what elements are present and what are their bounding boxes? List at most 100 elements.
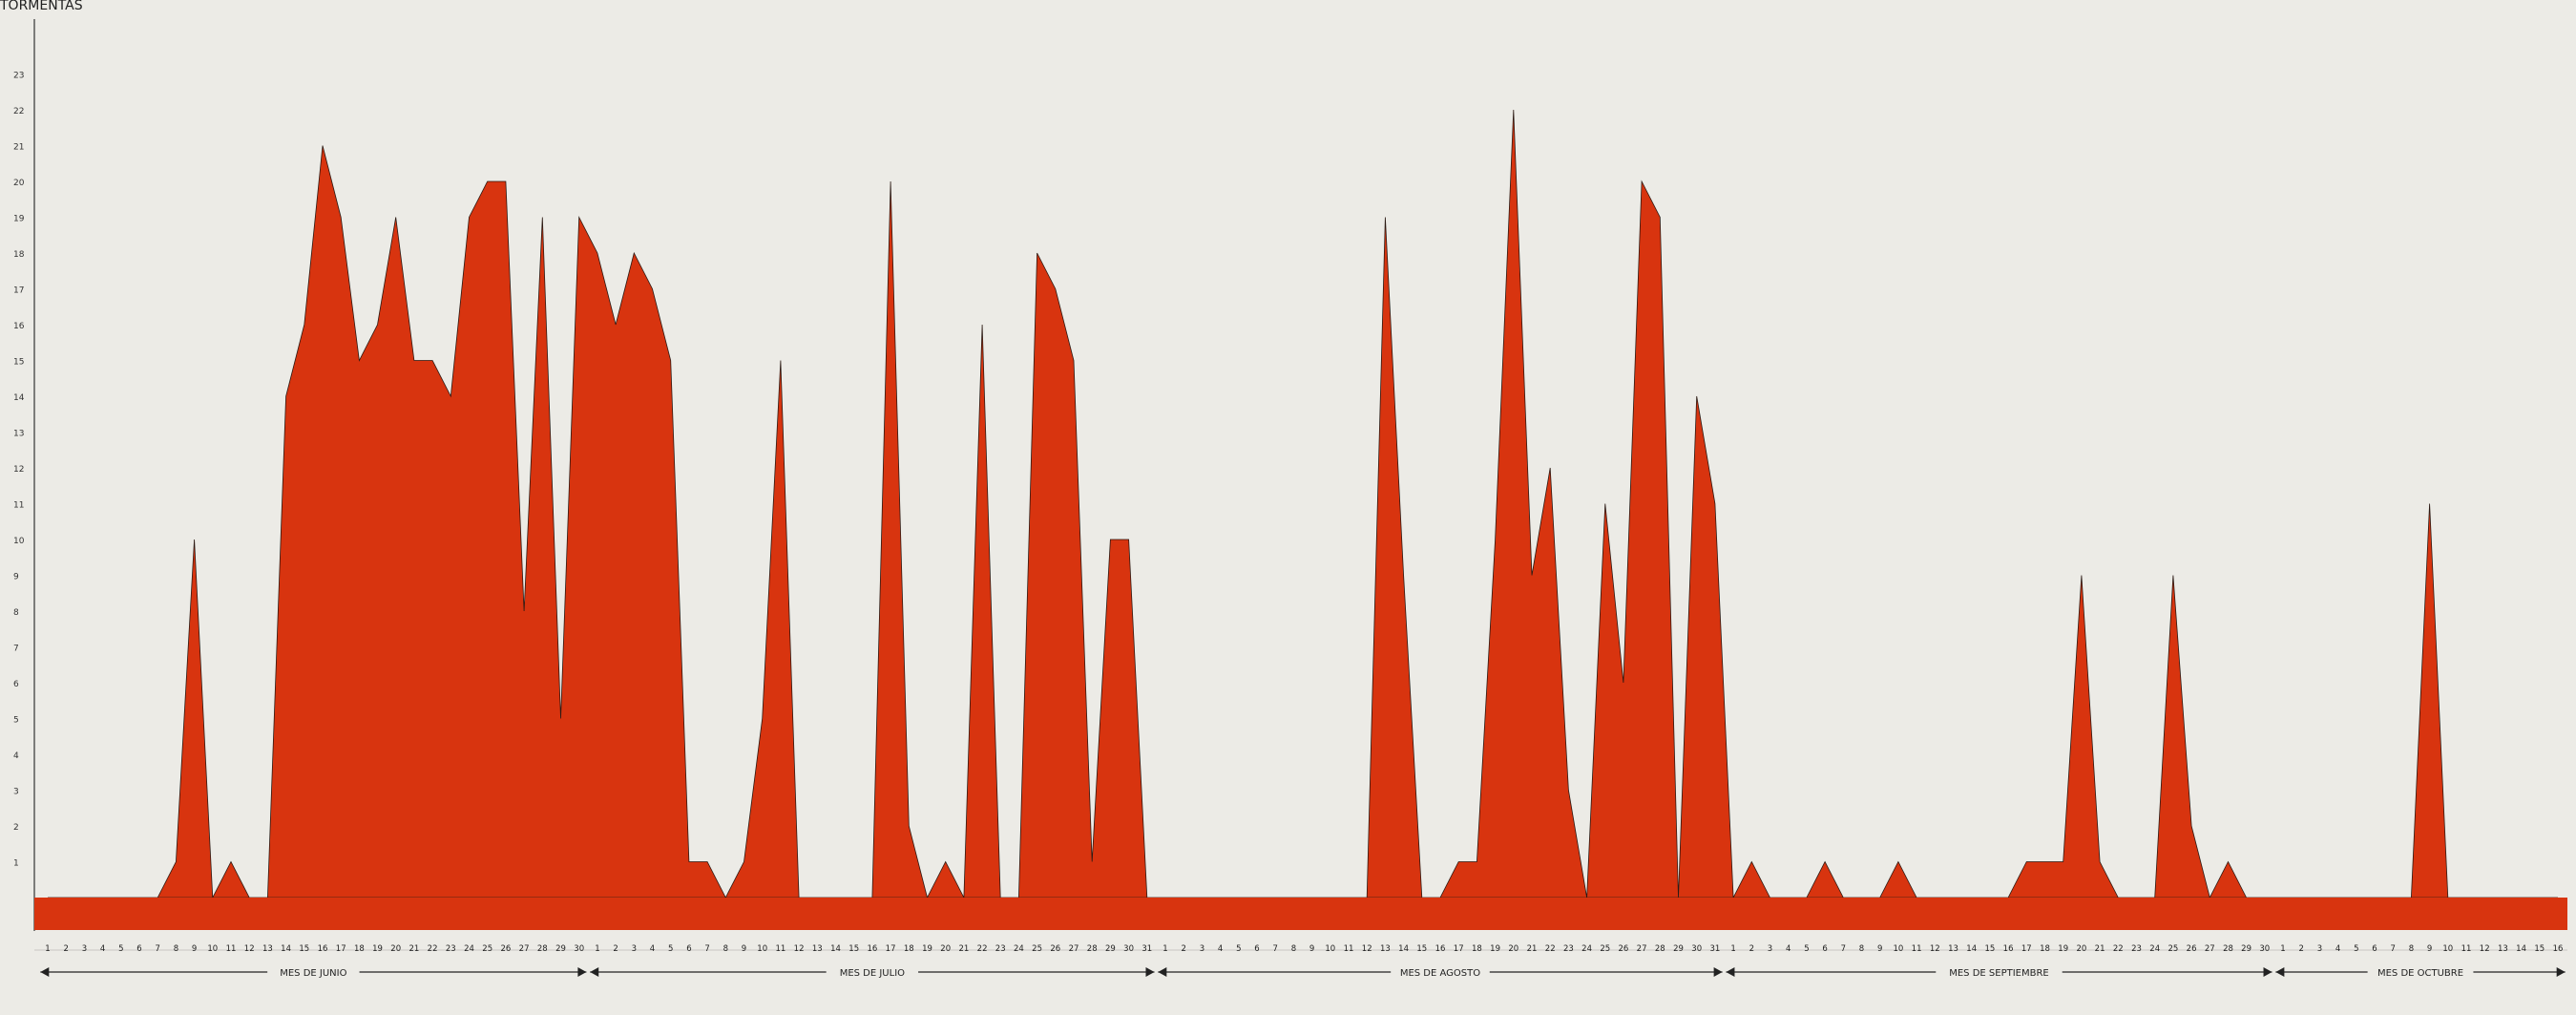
x-tick-label: 23 [1563,944,1574,954]
x-tick-label: 25 [2168,944,2178,954]
y-tick-label: 12 [13,465,24,475]
month-label: MES DE SEPTIEMBRE [1949,968,2049,979]
x-tick-label: 21 [408,944,419,954]
y-tick-label: 19 [13,215,25,224]
x-tick-label: 31 [1141,944,1152,954]
x-tick-label: 2 [613,944,618,954]
x-tick-label: 12 [794,944,805,954]
x-tick-label: 6 [2372,944,2377,954]
y-tick-label: 16 [13,322,25,331]
y-tick-label: 14 [13,393,25,403]
x-tick-label: 24 [1581,944,1592,954]
x-tick-label: 6 [686,944,691,954]
storm-series-area [48,109,2558,899]
x-tick-label: 10 [207,944,218,954]
x-tick-label: 10 [757,944,767,954]
y-tick-label: 3 [13,788,19,797]
y-tick-label: 17 [13,286,24,296]
x-tick-label: 20 [2076,944,2086,954]
x-tick-label: 17 [2021,944,2032,954]
x-tick-label: 23 [446,944,456,954]
y-tick-label: 1 [13,859,19,869]
x-tick-label: 4 [1786,944,1791,954]
month-range: MES DE JULIO [590,967,1155,979]
x-tick-label: 10 [2442,944,2453,954]
y-tick-label: 2 [13,823,19,833]
x-tick-label: 29 [2241,944,2251,954]
x-tick-label: 4 [650,944,655,954]
x-tick-label: 17 [886,944,896,954]
x-tick-label: 8 [1859,944,1864,954]
x-tick-label: 4 [2335,944,2340,954]
x-tick-label: 5 [1236,944,1241,954]
x-tick-label: 7 [1272,944,1277,954]
x-tick-label: 17 [336,944,346,954]
x-axis: 1 2 3 4 5 6 7 8 9 10 11 12 13 14 15 16 17 18 19 20 21 22 23 24 2… [34,944,2567,954]
chart-title: TORMENTAS [0,0,83,13]
x-tick-label: 25 [1032,944,1042,954]
arrowhead-left-icon [2275,967,2285,977]
x-tick-label: 1 [595,944,599,954]
month-label: MES DE JULIO [840,968,905,979]
x-tick-label: 18 [904,944,914,954]
x-tick-label: 16 [318,944,328,954]
x-tick-label: 27 [1069,944,1079,954]
x-tick-label: 30 [574,944,584,954]
arrowhead-left-icon [590,967,599,977]
x-tick-label: 11 [2461,944,2472,954]
x-tick-label: 23 [995,944,1006,954]
x-tick-label: 29 [1105,944,1116,954]
x-tick-label: 20 [1508,944,1518,954]
month-range: MES DE AGOSTO [1158,967,1723,979]
x-tick-label: 15 [2534,944,2545,954]
month-label: MES DE JUNIO [280,968,346,979]
y-tick-label: 18 [13,250,25,260]
x-tick-label: 24 [1014,944,1024,954]
x-tick-label: 12 [1930,944,1940,954]
x-tick-label: 4 [1218,944,1223,954]
month-range: MES DE OCTUBRE [2275,967,2566,979]
arrowhead-left-icon [40,967,50,977]
x-tick-label: 11 [226,944,237,954]
month-range: MES DE SEPTIEMBRE [1726,967,2272,979]
x-tick-label: 11 [775,944,785,954]
x-tick-label: 22 [2113,944,2124,954]
x-tick-label: 9 [192,944,197,954]
x-tick-label: 8 [723,944,728,954]
x-tick-label: 19 [372,944,383,954]
x-tick-label: 22 [977,944,988,954]
x-tick-label: 3 [2317,944,2322,954]
area-layer [48,109,2558,899]
x-tick-label: 8 [174,944,178,954]
x-tick-label: 8 [2409,944,2414,954]
x-tick-label: 9 [1877,944,1882,954]
x-tick-label: 5 [668,944,673,954]
y-tick-label: 7 [13,645,19,654]
x-tick-label: 1 [2280,944,2285,954]
month-range: MES DE JUNIO [40,967,587,979]
x-tick-label: 10 [1893,944,1903,954]
arrowhead-right-icon [577,967,587,977]
x-tick-label: 25 [482,944,492,954]
arrowhead-right-icon [2263,967,2272,977]
x-tick-label: 22 [428,944,438,954]
x-tick-label: 9 [2427,944,2432,954]
arrowhead-right-icon [1713,967,1723,977]
x-tick-label: 27 [2205,944,2215,954]
y-tick-label: 22 [13,107,24,116]
y-tick-label: 15 [13,358,24,368]
x-tick-label: 26 [500,944,511,954]
x-tick-label: 19 [922,944,932,954]
y-tick-label: 8 [13,608,19,618]
y-tick-label: 5 [13,716,19,726]
x-tick-label: 30 [1691,944,1702,954]
x-tick-label: 24 [464,944,474,954]
x-tick-label: 6 [1822,944,1827,954]
y-tick-label: 21 [13,143,24,153]
x-tick-label: 20 [940,944,951,954]
x-tick-label: 28 [537,944,548,954]
x-tick-label: 1 [1730,944,1735,954]
y-tick-label: 10 [13,537,25,546]
